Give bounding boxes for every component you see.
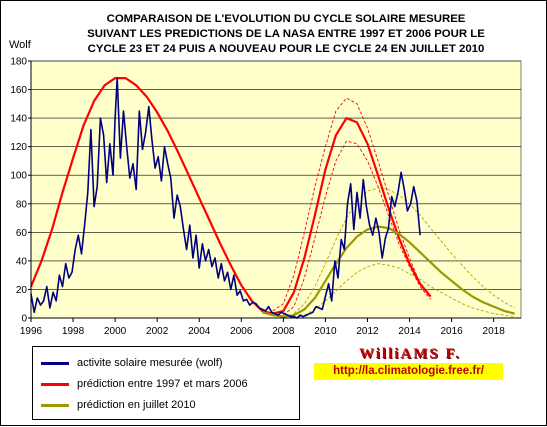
website-link[interactable]: http://la.climatologie.free.fr/ [314, 363, 503, 380]
legend-label-measured: activite solaire mesurée (wolf) [77, 357, 223, 369]
legend-item-prediction-2006: prédiction entre 1997 et mars 2006 [41, 376, 248, 392]
chart-title: COMPARAISON DE L'EVOLUTION DU CYCLE SOLA… [71, 12, 501, 57]
x-tick-label-8: 2012 [356, 326, 379, 337]
y-tick-label-1: 20 [16, 285, 28, 296]
prediction-bound-line-2 [293, 187, 515, 315]
x-tick-label-2: 2000 [104, 326, 127, 337]
legend-swatch-prediction-2010 [41, 403, 69, 407]
bounds-layer [272, 97, 515, 318]
y-tick-label-8: 160 [10, 85, 27, 96]
title-line-3: CYCLE 23 ET 24 PUIS A NOUVEAU POUR LE CY… [87, 43, 485, 55]
x-tick-label-10: 2016 [440, 326, 463, 337]
x-tick-label-9: 2014 [398, 326, 421, 337]
y-tick-label-5: 100 [10, 171, 27, 182]
x-tick-label-1: 1998 [62, 326, 85, 337]
measured-activity-line [30, 77, 421, 319]
x-tick-label-7: 2010 [314, 326, 337, 337]
y-tick-label-4: 80 [16, 199, 28, 210]
x-tick-label-11: 2018 [483, 326, 506, 337]
prediction-bound-line-0 [272, 97, 421, 312]
y-tick-label-6: 120 [10, 142, 27, 153]
author-signature: WilliAMS F. [359, 346, 462, 362]
plot-area [30, 60, 522, 319]
prediction-1997-2006-line [29, 76, 432, 315]
y-tick-label-7: 140 [10, 114, 27, 125]
x-tick-label-6: 2008 [272, 326, 295, 337]
legend: activite solaire mesurée (wolf) prédicti… [32, 346, 300, 420]
y-axis-label: Wolf [9, 39, 32, 51]
y-tick-label-3: 60 [16, 228, 28, 239]
legend-label-prediction-2006: prédiction entre 1997 et mars 2006 [77, 378, 248, 390]
y-tick-label-2: 40 [16, 256, 28, 267]
series-layer [29, 76, 515, 319]
x-tick-label-4: 2004 [188, 326, 211, 337]
x-tick-label-3: 2002 [146, 326, 169, 337]
axis-layer: 0 20 40 60 80 100 120 140 160 180 1996 1998 2000 2002… [10, 57, 521, 337]
x-tick-label-5: 2006 [230, 326, 253, 337]
prediction-bound-line-1 [283, 140, 431, 316]
legend-swatch-prediction-2006 [41, 382, 69, 386]
legend-swatch-measured [41, 361, 69, 365]
legend-label-prediction-2010: prédiction en juillet 2010 [77, 399, 196, 411]
title-line-1: COMPARAISON DE L'EVOLUTION DU CYCLE SOLA… [106, 13, 466, 25]
y-tick-label-0: 0 [21, 314, 27, 325]
x-tick-label-0: 1996 [20, 326, 43, 337]
title-line-2: SUIVANT LES PREDICTIONS DE LA NASA ENTRE… [87, 28, 485, 40]
legend-item-prediction-2010: prédiction en juillet 2010 [41, 397, 196, 413]
legend-item-measured: activite solaire mesurée (wolf) [41, 355, 223, 371]
y-tick-label-9: 180 [10, 57, 27, 68]
